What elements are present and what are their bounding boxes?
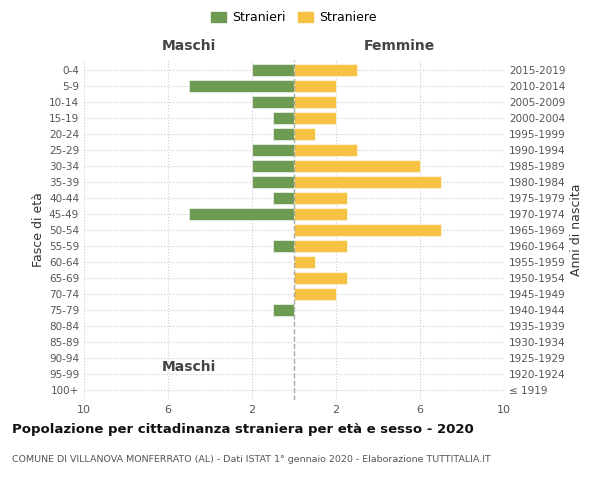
Bar	[273, 192, 294, 204]
Bar	[273, 240, 294, 252]
Bar	[294, 240, 347, 252]
Bar	[294, 128, 315, 140]
Bar	[294, 144, 357, 156]
Y-axis label: Fasce di età: Fasce di età	[32, 192, 45, 268]
Text: Maschi: Maschi	[162, 39, 216, 53]
Bar	[294, 64, 357, 76]
Y-axis label: Anni di nascita: Anni di nascita	[570, 184, 583, 276]
Bar	[252, 144, 294, 156]
Text: COMUNE DI VILLANOVA MONFERRATO (AL) - Dati ISTAT 1° gennaio 2020 - Elaborazione : COMUNE DI VILLANOVA MONFERRATO (AL) - Da…	[12, 455, 491, 464]
Bar	[294, 112, 336, 124]
Legend: Stranieri, Straniere: Stranieri, Straniere	[211, 11, 377, 24]
Bar	[294, 160, 420, 172]
Text: Femmine: Femmine	[364, 39, 434, 53]
Bar	[273, 304, 294, 316]
Bar	[294, 256, 315, 268]
Bar	[252, 176, 294, 188]
Bar	[273, 128, 294, 140]
Bar	[294, 176, 441, 188]
Bar	[294, 208, 347, 220]
Bar	[252, 64, 294, 76]
Bar	[294, 192, 347, 204]
Bar	[273, 112, 294, 124]
Text: Maschi: Maschi	[162, 360, 216, 374]
Bar	[189, 208, 294, 220]
Bar	[294, 80, 336, 92]
Bar	[294, 224, 441, 236]
Bar	[294, 272, 347, 284]
Bar	[252, 96, 294, 108]
Bar	[252, 160, 294, 172]
Bar	[294, 96, 336, 108]
Bar	[294, 288, 336, 300]
Bar	[189, 80, 294, 92]
Text: Popolazione per cittadinanza straniera per età e sesso - 2020: Popolazione per cittadinanza straniera p…	[12, 422, 474, 436]
